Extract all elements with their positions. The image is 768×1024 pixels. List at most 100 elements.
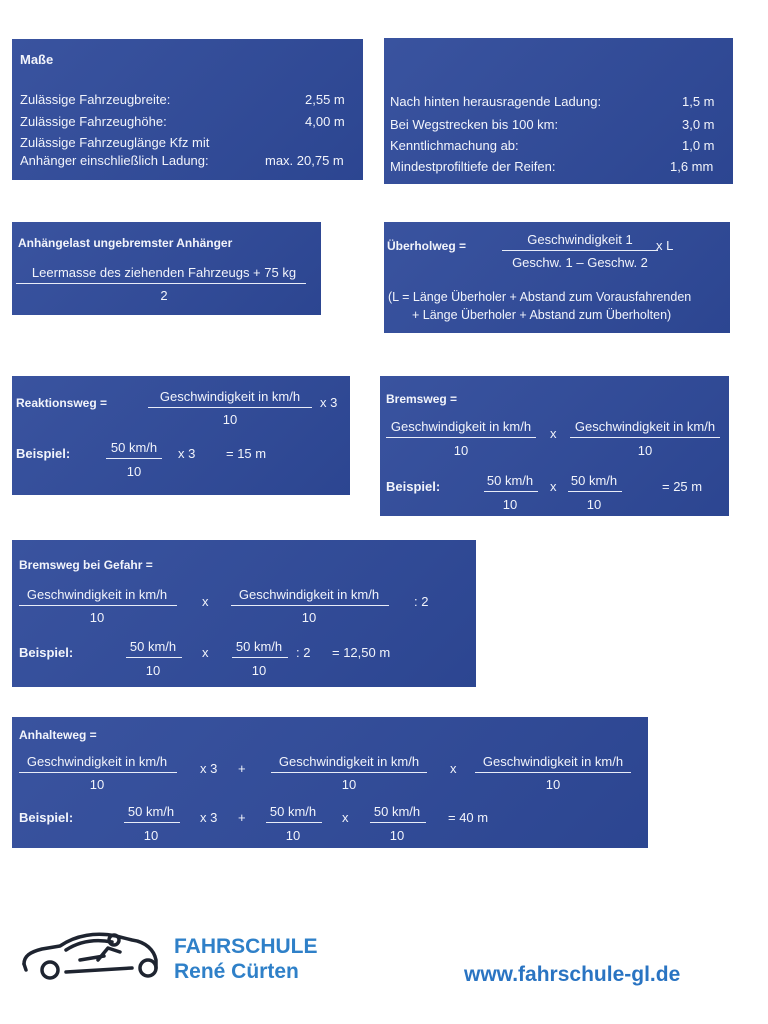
school-name: FAHRSCHULE bbox=[174, 935, 318, 958]
ladung-panel: Nach hinten herausragende Ladung: 1,5 m … bbox=[384, 38, 733, 184]
masse-title: Maße bbox=[20, 52, 54, 67]
fraction-bar bbox=[570, 437, 720, 438]
example-result: = 40 m bbox=[448, 810, 489, 825]
bremsweg-title: Bremsweg = bbox=[386, 392, 458, 406]
example-denominator: 10 bbox=[145, 663, 161, 678]
fraction-bar bbox=[475, 772, 631, 773]
ueberholweg-factor: x L bbox=[656, 238, 674, 253]
reaktionsweg-panel: Reaktionsweg = Geschwindigkeit in km/h 1… bbox=[12, 376, 350, 495]
fraction-bar bbox=[19, 772, 177, 773]
ueberholweg-note: + Länge Überholer + Abstand zum Überholt… bbox=[412, 308, 672, 322]
bremsweg-numerator: Geschwindigkeit in km/h bbox=[574, 419, 716, 434]
example-numerator: 50 km/h bbox=[486, 473, 534, 488]
masse-row-label: Zulässige Fahrzeuglänge Kfz mit bbox=[20, 135, 210, 150]
example-denominator: 10 bbox=[251, 663, 267, 678]
example-numerator: 50 km/h bbox=[129, 639, 177, 654]
anhalteweg-plus: + bbox=[238, 761, 246, 776]
anhalteweg-denominator: 10 bbox=[89, 777, 105, 792]
anhalteweg-title: Anhalteweg = bbox=[19, 728, 97, 742]
example-denominator: 10 bbox=[285, 828, 301, 843]
fraction-bar bbox=[148, 407, 312, 408]
bremsweg-denominator: 10 bbox=[637, 443, 653, 458]
gefahr-numerator: Geschwindigkeit in km/h bbox=[238, 587, 380, 602]
example-denominator: 10 bbox=[126, 464, 142, 479]
fraction-bar bbox=[568, 491, 622, 492]
example-operator: x bbox=[550, 479, 557, 494]
example-factor: x 3 bbox=[200, 810, 218, 825]
example-denominator: 10 bbox=[502, 497, 518, 512]
example-numerator: 50 km/h bbox=[127, 804, 175, 819]
example-numerator: 50 km/h bbox=[269, 804, 317, 819]
gefahr-denominator: 10 bbox=[89, 610, 105, 625]
ueberholweg-title: Überholweg = bbox=[387, 239, 467, 253]
ueberholweg-numerator: Geschwindigkeit 1 bbox=[527, 232, 633, 247]
reaktionsweg-denominator: 10 bbox=[222, 412, 238, 427]
fraction-bar bbox=[232, 657, 288, 658]
fraction-bar bbox=[386, 437, 536, 438]
anhalteweg-factor: x 3 bbox=[200, 761, 218, 776]
ladung-row-value: 1,6 mm bbox=[670, 159, 714, 174]
ladung-row-value: 1,0 m bbox=[682, 138, 715, 153]
example-numerator: 50 km/h bbox=[235, 639, 283, 654]
gefahr-denominator: 10 bbox=[301, 610, 317, 625]
example-numerator: 50 km/h bbox=[373, 804, 421, 819]
example-label: Beispiel: bbox=[19, 810, 74, 825]
example-label: Beispiel: bbox=[16, 446, 71, 461]
masse-row-value: 2,55 m bbox=[305, 92, 345, 107]
fraction-bar bbox=[124, 822, 180, 823]
fraction-bar bbox=[126, 657, 182, 658]
ladung-row-label: Mindestprofiltiefe der Reifen: bbox=[390, 159, 556, 174]
bremsweg-panel: Bremsweg = Geschwindigkeit in km/h 10 x … bbox=[380, 376, 729, 516]
example-factor: x 3 bbox=[178, 446, 196, 461]
gefahr-divisor: : 2 bbox=[414, 594, 429, 609]
anhalteweg-panel: Anhalteweg = Geschwindigkeit in km/h 10 … bbox=[12, 717, 648, 848]
anhalteweg-numerator: Geschwindigkeit in km/h bbox=[278, 754, 420, 769]
school-owner: René Cürten bbox=[174, 960, 299, 983]
ladung-row-label: Kenntlichmachung ab: bbox=[390, 138, 519, 153]
fraction-bar bbox=[502, 250, 658, 251]
masse-row-label: Zulässige Fahrzeugbreite: bbox=[20, 92, 171, 107]
example-result: = 25 m bbox=[662, 479, 703, 494]
gefahr-operator: x bbox=[202, 594, 209, 609]
fraction-bar bbox=[106, 458, 162, 459]
example-denominator: 10 bbox=[143, 828, 159, 843]
ladung-row-value: 3,0 m bbox=[682, 117, 715, 132]
gefahr-title: Bremsweg bei Gefahr = bbox=[19, 558, 153, 572]
website-url[interactable]: www.fahrschule-gl.de bbox=[464, 963, 681, 986]
ladung-row-label: Bei Wegstrecken bis 100 km: bbox=[390, 117, 559, 132]
example-divisor: : 2 bbox=[296, 645, 311, 660]
car-with-driver-logo-icon bbox=[22, 932, 158, 980]
example-result: = 15 m bbox=[226, 446, 267, 461]
masse-row-value: max. 20,75 m bbox=[265, 153, 344, 168]
example-denominator: 10 bbox=[586, 497, 602, 512]
reaktionsweg-numerator: Geschwindigkeit in km/h bbox=[159, 389, 301, 404]
example-numerator: 50 km/h bbox=[570, 473, 618, 488]
fraction-bar bbox=[266, 822, 322, 823]
bremsweg-numerator: Geschwindigkeit in km/h bbox=[390, 419, 532, 434]
gefahr-panel: Bremsweg bei Gefahr = Geschwindigkeit in… bbox=[12, 540, 476, 687]
example-label: Beispiel: bbox=[386, 479, 441, 494]
example-result: = 12,50 m bbox=[332, 645, 391, 660]
masse-row-label: Anhänger einschließlich Ladung: bbox=[20, 153, 209, 168]
ueberholweg-panel: Überholweg = Geschwindigkeit 1 Geschw. 1… bbox=[384, 222, 730, 333]
example-operator: x bbox=[342, 810, 349, 825]
anhaengelast-denominator: 2 bbox=[160, 288, 168, 303]
ueberholweg-denominator: Geschw. 1 – Geschw. 2 bbox=[512, 255, 648, 270]
anhaengelast-panel: Anhängelast ungebremster Anhänger Leerma… bbox=[12, 222, 321, 315]
example-plus: + bbox=[238, 810, 246, 825]
fraction-bar bbox=[19, 605, 177, 606]
anhalteweg-numerator: Geschwindigkeit in km/h bbox=[482, 754, 624, 769]
gefahr-numerator: Geschwindigkeit in km/h bbox=[26, 587, 168, 602]
anhalteweg-denominator: 10 bbox=[341, 777, 357, 792]
anhalteweg-operator: x bbox=[450, 761, 457, 776]
ladung-row-label: Nach hinten herausragende Ladung: bbox=[390, 94, 602, 109]
anhaengelast-title: Anhängelast ungebremster Anhänger bbox=[18, 236, 233, 250]
fraction-bar bbox=[370, 822, 426, 823]
bremsweg-denominator: 10 bbox=[453, 443, 469, 458]
fraction-bar bbox=[16, 283, 306, 284]
fraction-bar bbox=[271, 772, 427, 773]
example-denominator: 10 bbox=[389, 828, 405, 843]
anhalteweg-denominator: 10 bbox=[545, 777, 561, 792]
bremsweg-operator: x bbox=[550, 426, 557, 441]
anhaengelast-numerator: Leermasse des ziehenden Fahrzeugs + 75 k… bbox=[31, 265, 297, 280]
